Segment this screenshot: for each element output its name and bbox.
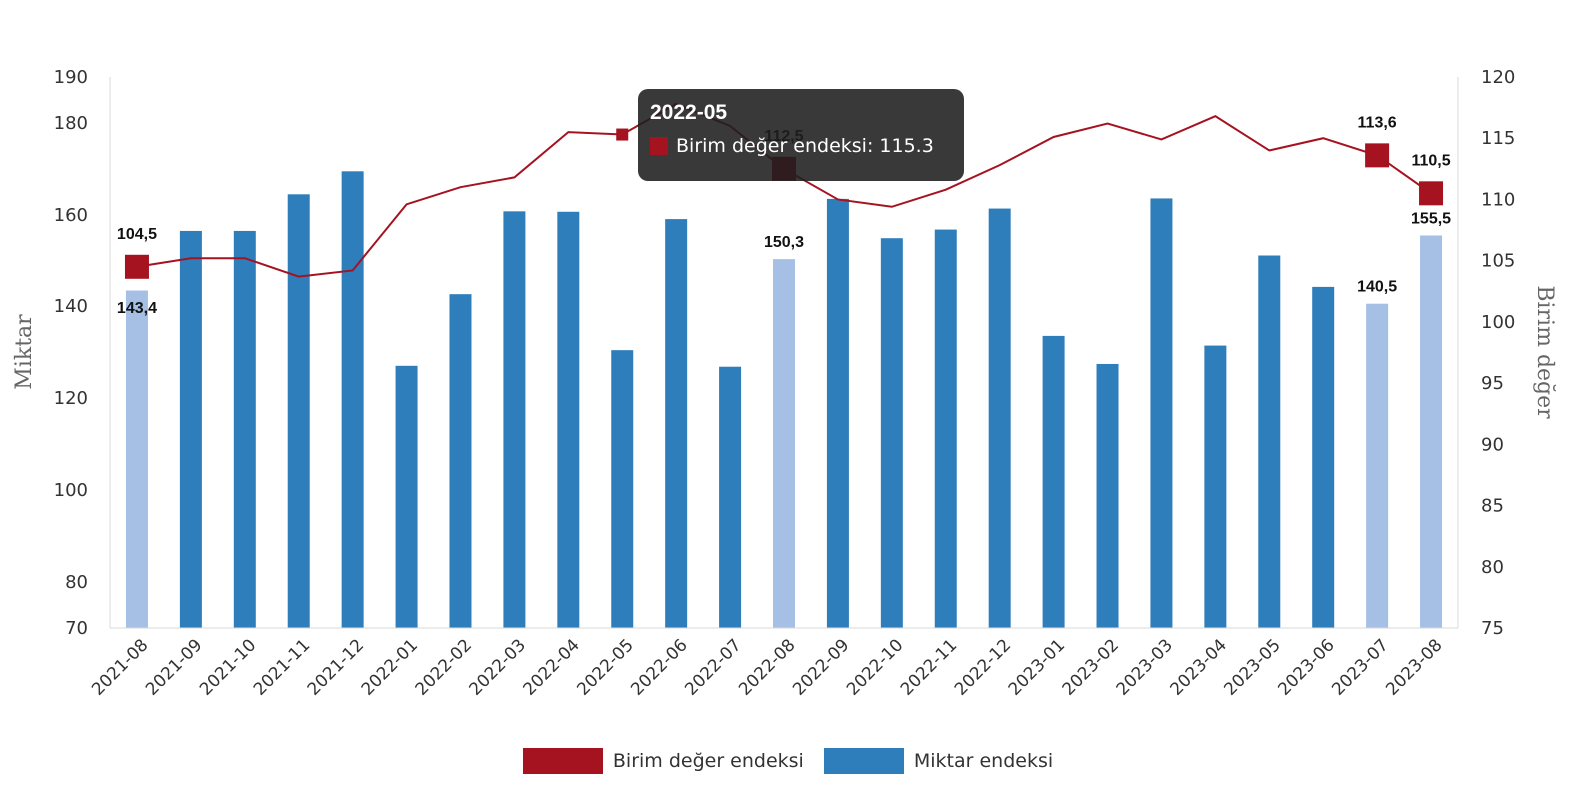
x-tick-label: 2021-10 (196, 635, 260, 699)
bar-miktar (395, 365, 418, 628)
legend-swatch-miktar (823, 748, 904, 774)
legend-item-miktar[interactable]: Miktar endeksi (823, 748, 1054, 774)
y-right-tick-label: 85 (1481, 496, 1504, 517)
bar-miktar (880, 238, 903, 628)
tooltip-swatch (650, 137, 668, 155)
bar-miktar (557, 211, 580, 628)
bar-miktar (1366, 303, 1389, 628)
marker-birim-deger (1365, 143, 1390, 168)
legend-item-birim-deger[interactable]: Birim değer endeksi (522, 748, 804, 774)
y-left-tick-label: 120 (54, 388, 88, 409)
y-left-axis-title: Miktar (12, 314, 37, 390)
tooltip-row: Birim değer endeksi: 115.3 (650, 135, 952, 157)
x-tick-label: 2022-03 (466, 635, 530, 699)
data-label-miktar: 143,4 (117, 300, 157, 317)
y-right-tick-label: 110 (1481, 189, 1515, 210)
bar-miktar (934, 229, 957, 628)
x-tick-label: 2022-08 (735, 635, 799, 699)
tooltip-title: 2022-05 (650, 101, 728, 124)
bar-miktar (988, 208, 1011, 628)
x-tick-label: 2022-05 (573, 635, 637, 699)
x-tick-label: 2022-04 (519, 635, 583, 699)
x-tick-label: 2022-01 (358, 635, 422, 699)
x-tick-label: 2022-12 (951, 635, 1015, 699)
bar-miktar (449, 294, 472, 628)
bar-miktar (1042, 335, 1065, 628)
bar-miktar (1150, 198, 1173, 628)
y-left-tick-label: 70 (65, 618, 88, 639)
tooltip-value: Birim değer endeksi: 115.3 (676, 135, 934, 157)
y-right-tick-label: 80 (1481, 557, 1504, 578)
y-left-tick-label: 80 (65, 572, 88, 593)
x-tick-label: 2021-11 (250, 635, 314, 699)
y-right-tick-label: 75 (1481, 618, 1504, 639)
y-right-axis-title: Birim değer (1532, 285, 1557, 419)
x-tick-label: 2023-08 (1382, 635, 1446, 699)
x-tick-label: 2021-12 (304, 635, 368, 699)
bar-miktar (826, 198, 849, 628)
y-right-tick-label: 120 (1481, 67, 1515, 88)
y-left-tick-label: 140 (54, 296, 88, 317)
bar-miktar (1096, 363, 1119, 628)
marker-birim-deger (124, 254, 149, 279)
legend-label-miktar: Miktar endeksi (913, 750, 1054, 772)
data-label-miktar: 140,5 (1357, 279, 1397, 296)
y-right-tick-label: 115 (1481, 128, 1515, 149)
y-left-tick-label: 180 (54, 113, 88, 134)
legend-swatch-birim-deger (522, 748, 603, 774)
bar-miktar (719, 366, 742, 628)
x-tick-label: 2023-07 (1328, 635, 1392, 699)
data-label-miktar: 155,5 (1411, 210, 1451, 227)
x-tick-label: 2022-11 (897, 635, 961, 699)
legend: Birim değer endeksi Miktar endeksi (0, 748, 1576, 774)
x-tick-label: 2023-06 (1274, 635, 1338, 699)
x-tick-label: 2022-02 (412, 635, 476, 699)
bar-miktar (1258, 255, 1281, 628)
bar-miktar (179, 230, 202, 629)
bar-miktar (611, 350, 634, 628)
bar-miktar (287, 194, 310, 629)
y-right-tick-label: 100 (1481, 312, 1515, 333)
y-left-tick-label: 100 (54, 480, 88, 501)
y-left-tick-label: 190 (54, 67, 88, 88)
bar-miktar (125, 290, 148, 628)
marker-birim-deger (1419, 181, 1444, 206)
data-label-miktar: 150,3 (764, 234, 804, 251)
x-tick-label: 2023-03 (1113, 635, 1177, 699)
x-tick-label: 2023-02 (1059, 635, 1123, 699)
x-tick-label: 2021-09 (142, 635, 206, 699)
x-tick-label: 2023-01 (1005, 635, 1069, 699)
x-tick-label: 2022-09 (789, 635, 853, 699)
x-tick-label: 2023-05 (1220, 635, 1284, 699)
x-tick-label: 2022-07 (681, 635, 745, 699)
tooltip: 2022-05 Birim değer endeksi: 115.3 (638, 89, 964, 181)
y-right-tick-label: 95 (1481, 373, 1504, 394)
legend-label-birim-deger: Birim değer endeksi (612, 750, 804, 772)
y-right-tick-label: 105 (1481, 251, 1515, 272)
bar-miktar (1420, 235, 1443, 628)
x-tick-label: 2022-06 (627, 635, 691, 699)
y-right-tick-label: 90 (1481, 434, 1504, 455)
data-label-birim-deger: 104,5 (117, 226, 157, 243)
bar-miktar (503, 211, 526, 628)
data-label-birim-deger: 113,6 (1358, 114, 1397, 131)
marker-hover-birim-deger (616, 128, 629, 141)
data-label-birim-deger: 110,5 (1411, 152, 1450, 169)
x-tick-label: 2023-04 (1167, 635, 1231, 699)
bar-miktar (1312, 286, 1335, 628)
y-left-tick-label: 160 (54, 205, 88, 226)
bar-miktar (1204, 345, 1227, 628)
bar-miktar (665, 219, 688, 628)
bar-miktar (773, 259, 795, 628)
x-tick-label: 2022-10 (843, 635, 907, 699)
bar-miktar (233, 230, 256, 629)
x-tick-label: 2021-08 (88, 635, 152, 699)
bar-miktar (341, 171, 364, 629)
